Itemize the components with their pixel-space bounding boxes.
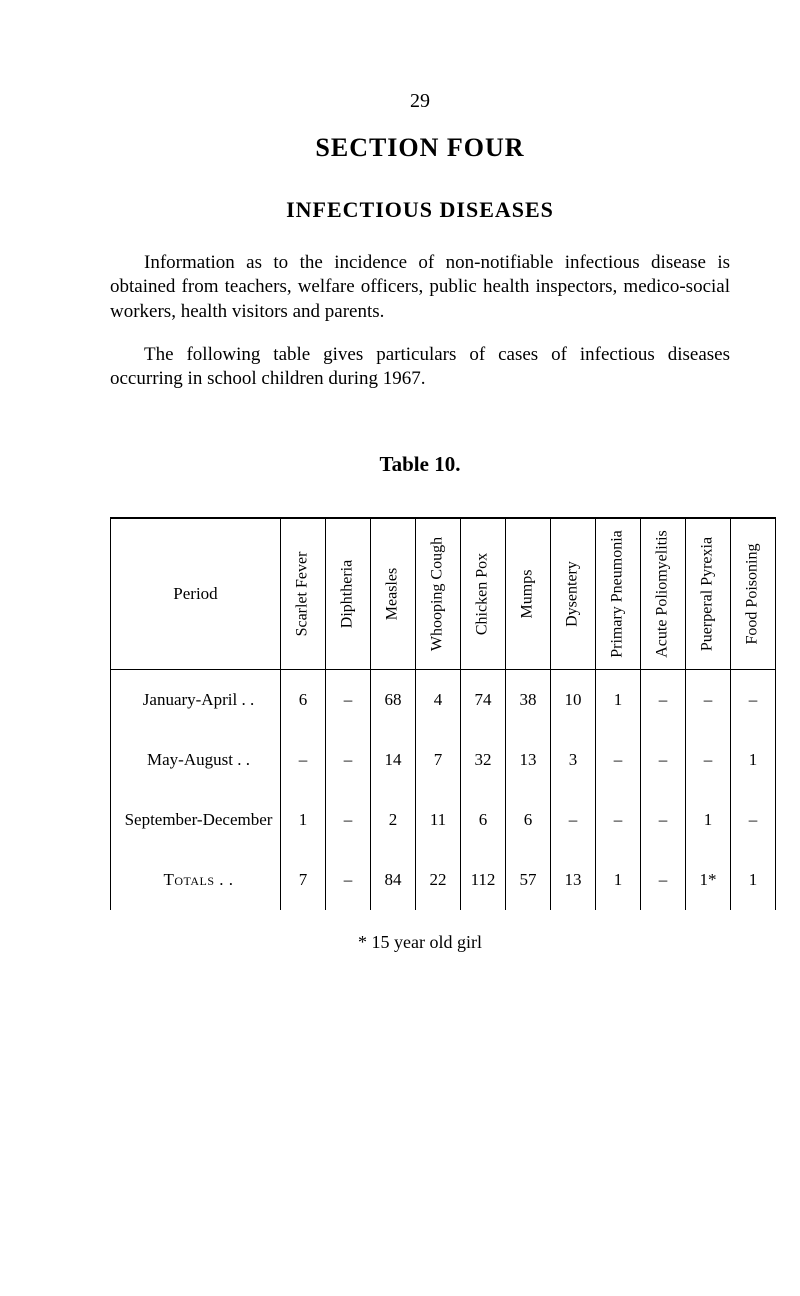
cell: 10 (551, 669, 596, 730)
cell: – (641, 730, 686, 790)
cell: 7 (416, 730, 461, 790)
page-number: 29 (110, 90, 730, 113)
intro-paragraph-1: Information as to the incidence of non-n… (110, 251, 730, 324)
cell: 2 (371, 790, 416, 850)
cell: – (281, 730, 326, 790)
totals-cell: 22 (416, 850, 461, 910)
cell: 14 (371, 730, 416, 790)
cell: – (326, 669, 371, 730)
infectious-diseases-table: Period Scarlet Fever Diphtheria Measles … (110, 517, 776, 910)
cell: – (686, 730, 731, 790)
col-header: Diphtheria (326, 518, 371, 670)
row-label: May-August . . (111, 730, 281, 790)
cell: 4 (416, 669, 461, 730)
totals-label-text: Totals . . (163, 870, 233, 889)
col-header-label: Chicken Pox (475, 552, 492, 634)
cell: 11 (416, 790, 461, 850)
col-header-label: Measles (385, 567, 402, 619)
col-header-label: Scarlet Fever (295, 551, 312, 636)
table-row: May-August . . – – 14 7 32 13 3 – – – 1 (111, 730, 776, 790)
table-caption: Table 10. (110, 452, 730, 477)
totals-cell: 1* (686, 850, 731, 910)
totals-cell: 13 (551, 850, 596, 910)
col-header: Primary Pneumonia (596, 518, 641, 670)
col-header: Whooping Cough (416, 518, 461, 670)
totals-label: Totals . . (111, 850, 281, 910)
cell: – (596, 790, 641, 850)
totals-cell: 84 (371, 850, 416, 910)
col-header-label: Food Poisoning (745, 543, 762, 644)
col-header: Food Poisoning (731, 518, 776, 670)
col-header-label: Dysentery (565, 561, 582, 627)
row-label: January-April . . (111, 669, 281, 730)
cell: 1 (686, 790, 731, 850)
period-label: Period (173, 584, 217, 603)
cell: – (326, 790, 371, 850)
cell: – (686, 669, 731, 730)
cell: – (641, 669, 686, 730)
col-header: Scarlet Fever (281, 518, 326, 670)
col-header: Measles (371, 518, 416, 670)
totals-cell: 1 (731, 850, 776, 910)
cell: 1 (731, 730, 776, 790)
cell: 1 (596, 669, 641, 730)
subsection-title: INFECTIOUS DISEASES (110, 197, 730, 223)
totals-cell: 112 (461, 850, 506, 910)
col-header-label: Acute Poliomyelitis (655, 530, 672, 658)
cell: – (731, 669, 776, 730)
row-label: September-December (111, 790, 281, 850)
intro-paragraph-2: The following table gives particulars of… (110, 343, 730, 392)
col-header-label: Diphtheria (340, 559, 357, 627)
cell: 6 (506, 790, 551, 850)
totals-cell: 1 (596, 850, 641, 910)
cell: 32 (461, 730, 506, 790)
totals-cell: 57 (506, 850, 551, 910)
cell: – (326, 730, 371, 790)
cell: 68 (371, 669, 416, 730)
cell: – (641, 790, 686, 850)
col-header: Dysentery (551, 518, 596, 670)
cell: – (551, 790, 596, 850)
col-header: Puerperal Pyrexia (686, 518, 731, 670)
cell: 6 (461, 790, 506, 850)
col-header-label: Whooping Cough (430, 536, 447, 650)
cell: 3 (551, 730, 596, 790)
table-row: January-April . . 6 – 68 4 74 38 10 1 – … (111, 669, 776, 730)
cell: 38 (506, 669, 551, 730)
section-title: SECTION FOUR (110, 133, 730, 163)
totals-cell: – (326, 850, 371, 910)
totals-cell: – (641, 850, 686, 910)
page: 29 SECTION FOUR INFECTIOUS DISEASES Info… (0, 0, 800, 1296)
cell: 74 (461, 669, 506, 730)
table-row: September-December 1 – 2 11 6 6 – – – 1 … (111, 790, 776, 850)
table-header-row: Period Scarlet Fever Diphtheria Measles … (111, 518, 776, 670)
col-header-label: Mumps (520, 569, 537, 618)
col-header-period: Period (111, 518, 281, 670)
footnote: * 15 year old girl (110, 932, 730, 953)
col-header: Chicken Pox (461, 518, 506, 670)
cell: 13 (506, 730, 551, 790)
cell: – (596, 730, 641, 790)
totals-row: Totals . . 7 – 84 22 112 57 13 1 – 1* 1 (111, 850, 776, 910)
col-header: Mumps (506, 518, 551, 670)
col-header-label: Puerperal Pyrexia (700, 536, 717, 650)
col-header: Acute Poliomyelitis (641, 518, 686, 670)
cell: 1 (281, 790, 326, 850)
totals-cell: 7 (281, 850, 326, 910)
col-header-label: Primary Pneumonia (610, 530, 627, 658)
cell: – (731, 790, 776, 850)
cell: 6 (281, 669, 326, 730)
table-body: January-April . . 6 – 68 4 74 38 10 1 – … (111, 669, 776, 910)
